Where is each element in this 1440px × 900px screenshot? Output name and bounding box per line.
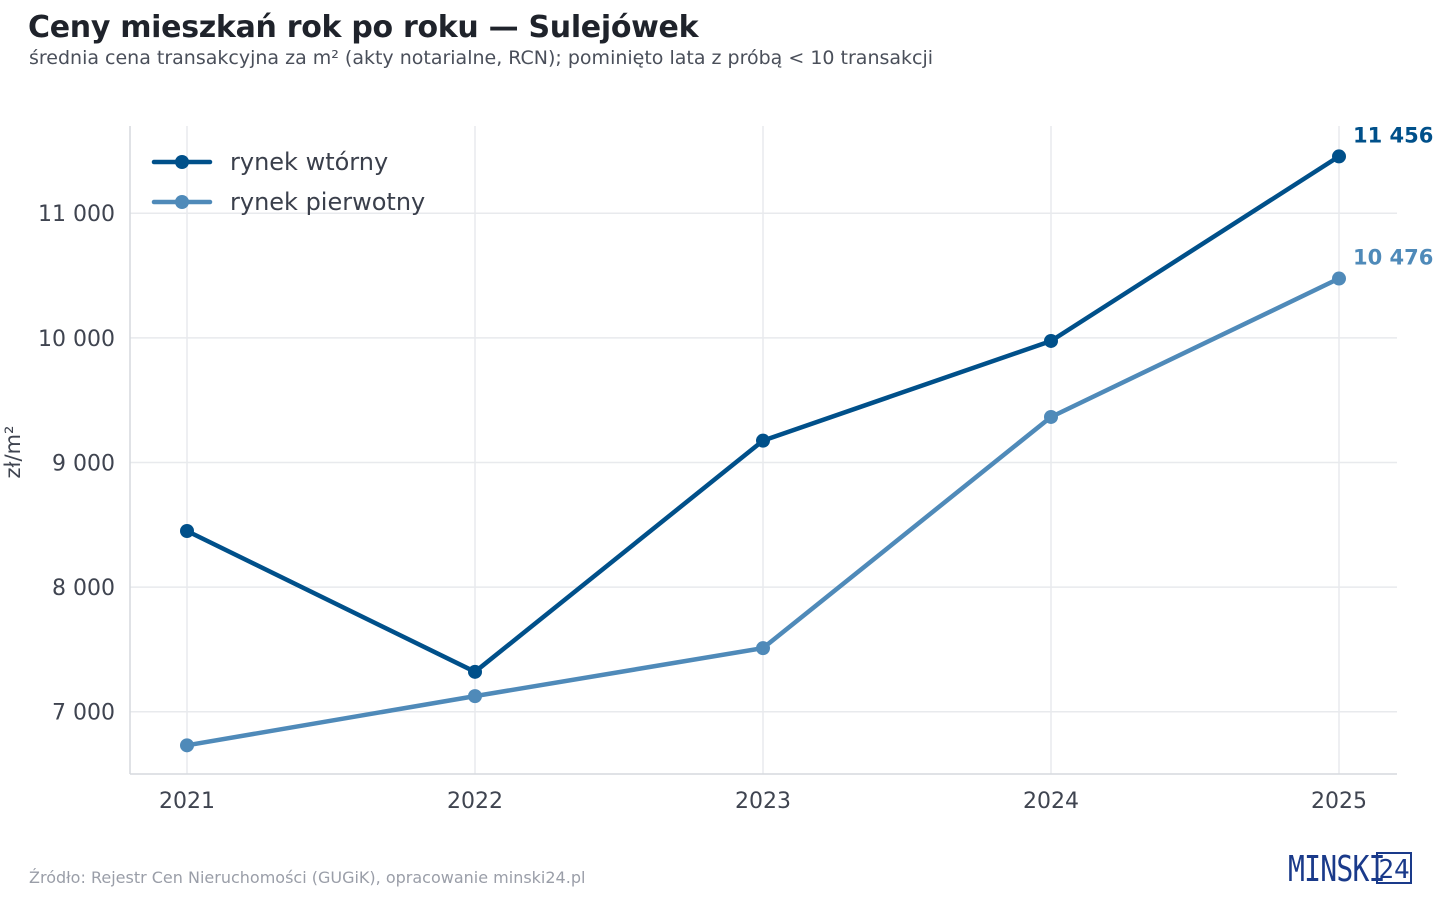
logo-wordmark: MINSKI <box>1288 849 1386 890</box>
y-axis-label: zł/m² <box>1 426 25 479</box>
legend-label: rynek wtórny <box>230 148 388 176</box>
x-tick-labels: 2021 2022 2023 2024 2025 <box>159 789 1367 814</box>
y-tick-label: 8 000 <box>52 576 115 601</box>
x-tick-label: 2022 <box>447 789 503 814</box>
y-tick-label: 7 000 <box>52 701 115 726</box>
end-value-label: 10 476 <box>1353 246 1433 270</box>
legend-swatch-marker <box>175 195 189 209</box>
x-tick-label: 2025 <box>1311 789 1367 814</box>
legend-swatch-marker <box>175 155 189 169</box>
legend: rynek wtórny rynek pierwotny <box>151 148 425 216</box>
x-tick-label: 2021 <box>159 789 215 814</box>
minski24-logo: MINSKI 24 <box>1288 848 1412 888</box>
data-point <box>756 433 770 448</box>
end-value-label: 11 456 <box>1353 123 1433 147</box>
series-0: 11 456 <box>180 123 1433 679</box>
data-point <box>1332 271 1346 286</box>
grid <box>130 126 1397 774</box>
legend-label: rynek pierwotny <box>230 188 425 216</box>
legend-item: rynek pierwotny <box>151 188 425 216</box>
series-1: 10 476 <box>180 246 1433 753</box>
data-point <box>468 664 482 679</box>
series: 11 456 10 476 <box>180 123 1433 753</box>
data-point <box>756 641 770 656</box>
axes <box>129 126 1397 775</box>
chart-title: Ceny mieszkań rok po roku — Sulejówek <box>28 10 699 45</box>
x-tick-label: 2023 <box>735 789 791 814</box>
data-point <box>468 689 482 704</box>
y-tick-label: 9 000 <box>52 451 115 476</box>
y-tick-label: 11 000 <box>38 202 115 227</box>
data-point <box>180 738 194 753</box>
data-point <box>1332 149 1346 164</box>
legend-item: rynek wtórny <box>151 148 388 176</box>
y-tick-labels: 7 000 8 000 9 000 10 000 11 000 <box>38 202 115 725</box>
source-note: Źródło: Rejestr Cen Nieruchomości (GUGiK… <box>29 868 586 887</box>
chart-subtitle: średnia cena transakcyjna za m² (akty no… <box>29 47 934 69</box>
x-tick-label: 2024 <box>1023 789 1079 814</box>
data-point <box>1044 333 1058 348</box>
y-tick-label: 10 000 <box>38 327 115 352</box>
data-point <box>180 524 194 538</box>
data-point <box>1044 409 1058 424</box>
logo-number: 24 <box>1376 852 1412 885</box>
